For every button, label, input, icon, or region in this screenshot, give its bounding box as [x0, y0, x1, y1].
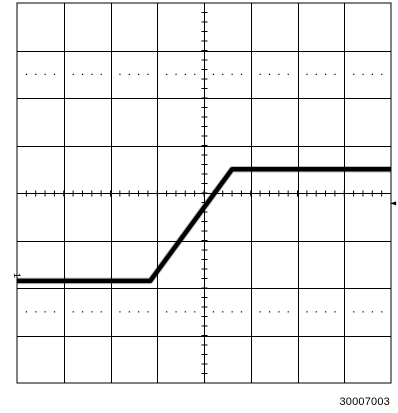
- graticule-dot: [44, 311, 46, 313]
- graticule-dot: [315, 311, 317, 313]
- graticule-dot: [25, 311, 28, 313]
- graticule-dot: [119, 73, 121, 75]
- graticule-dot: [306, 73, 308, 75]
- graticule-dot: [72, 73, 74, 75]
- graticule-dot: [268, 73, 271, 75]
- graticule-dot: [287, 73, 289, 75]
- graticule-dot: [362, 73, 364, 75]
- graticule-dots: [25, 73, 383, 313]
- graticule-dot: [184, 311, 186, 313]
- graticule-dot: [194, 73, 196, 75]
- graticule-dot: [166, 73, 168, 75]
- graticule: [16, 2, 392, 384]
- graticule-dot: [35, 73, 37, 75]
- graticule-dot: [53, 73, 56, 75]
- graticule-dot: [371, 73, 373, 75]
- graticule-dot: [72, 311, 74, 313]
- trigger-marker: ◄: [390, 199, 397, 208]
- graticule-dot: [81, 73, 84, 75]
- graticule-dot: [119, 311, 121, 313]
- graticule-dot: [353, 311, 355, 313]
- graticule-dot: [166, 311, 168, 313]
- figure-id: 30007003: [339, 396, 390, 408]
- graticule-dot: [287, 311, 289, 313]
- graticule-dot: [371, 311, 373, 313]
- graticule-dot: [35, 311, 37, 313]
- graticule-dot: [334, 311, 336, 313]
- graticule-dot: [100, 311, 102, 313]
- graticule-dot: [138, 311, 140, 313]
- graticule-dot: [268, 311, 271, 313]
- graticule-dot: [222, 73, 224, 75]
- graticule-dot: [175, 311, 177, 313]
- graticule-dot: [259, 73, 261, 75]
- graticule-dot: [138, 73, 140, 75]
- graticule-dot: [212, 311, 215, 313]
- graticule-dot: [128, 311, 130, 313]
- graticule-dot: [240, 311, 243, 313]
- graticule-dot: [325, 73, 327, 75]
- graticule-dot: [100, 73, 102, 75]
- signal-trace: [17, 167, 391, 284]
- graticule-dot: [25, 73, 28, 75]
- graticule-dot: [362, 311, 364, 313]
- graticule-dot: [91, 73, 93, 75]
- graticule-dot: [278, 311, 280, 313]
- graticule-dot: [44, 73, 46, 75]
- graticule-dot: [53, 311, 56, 313]
- graticule-dot: [81, 311, 84, 313]
- graticule-dot: [325, 311, 327, 313]
- graticule-dot: [315, 73, 317, 75]
- graticule-dot: [381, 311, 383, 313]
- graticule-dot: [306, 311, 308, 313]
- signal-trace-group: [17, 166, 391, 285]
- graticule-dot: [147, 311, 149, 313]
- graticule-dot: [353, 73, 355, 75]
- graticule-dot: [194, 311, 196, 313]
- graticule-dot: [231, 311, 233, 313]
- graticule-dot: [184, 73, 186, 75]
- graticule-dot: [222, 311, 224, 313]
- graticule-dot: [259, 311, 261, 313]
- graticule-dot: [278, 73, 280, 75]
- graticule-dot: [147, 73, 149, 75]
- graticule-dot: [334, 73, 336, 75]
- channel-marker: 1: [12, 273, 22, 278]
- graticule-dot: [128, 73, 130, 75]
- graticule-dot: [231, 73, 233, 75]
- signal-trace-halo: [17, 166, 391, 285]
- graticule-dot: [175, 73, 177, 75]
- graticule-dot: [91, 311, 93, 313]
- graticule-dot: [381, 73, 383, 75]
- graticule-dot: [212, 73, 215, 75]
- graticule-dot: [240, 73, 243, 75]
